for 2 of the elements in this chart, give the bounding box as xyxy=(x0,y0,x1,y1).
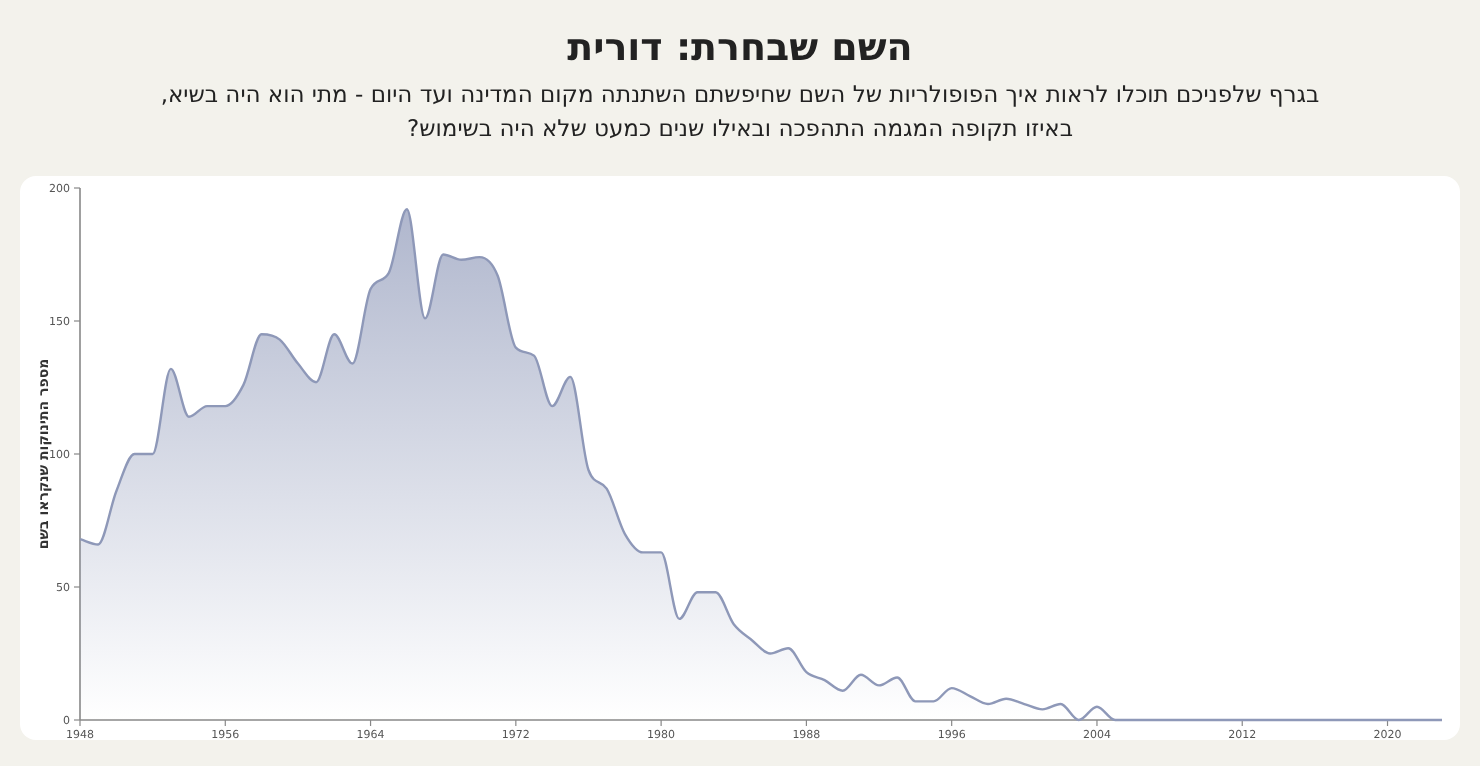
chart-subtitle: בגרף שלפניכם תוכלו לראות איך הפופולריות של השם שחיפשתם השתנתה מקום המדינה ועד היום - מתי הוא היה בשיא, באיזו תקופה המגמה התהפכה ובאילו שנים כמעט שלא היה בשימוש? xyxy=(160,80,1321,142)
chart-title: השם שבחרת: דורית xyxy=(567,26,913,70)
